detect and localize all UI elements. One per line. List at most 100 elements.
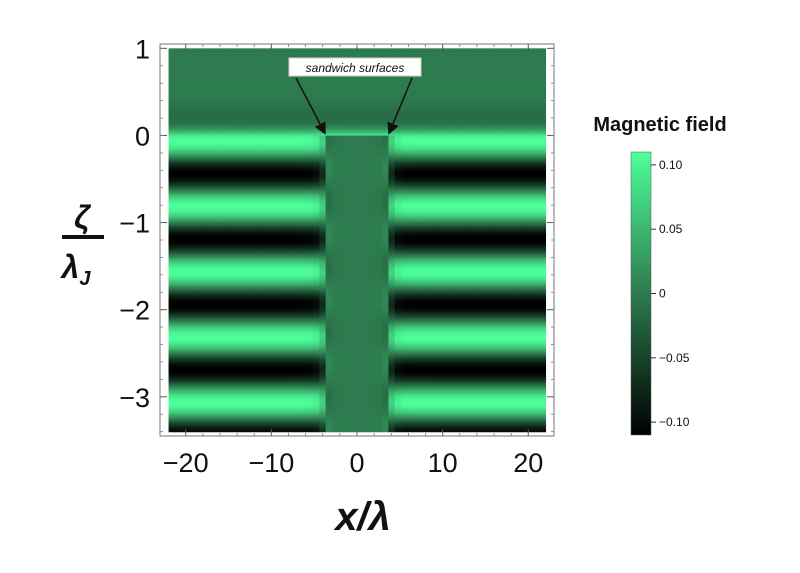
heatmap-cell (476, 97, 484, 101)
heatmap-cell (476, 76, 484, 79)
heatmap-cell (193, 69, 201, 73)
heatmap-cell (225, 148, 232, 152)
heatmap-cell (225, 193, 232, 196)
heatmap-cell (444, 161, 452, 164)
heatmap-cell (470, 107, 477, 111)
heatmap-cell (250, 61, 258, 64)
heatmap-cell (338, 82, 346, 86)
heatmap-cell (199, 144, 207, 147)
heatmap-cell (488, 191, 496, 194)
heatmap-cell (281, 199, 289, 203)
heatmap-cell (501, 214, 509, 218)
heatmap-cell (344, 95, 352, 98)
heatmap-cell (451, 125, 459, 128)
heatmap-cell (375, 125, 383, 128)
heatmap-cell (476, 199, 484, 203)
heatmap-cell (338, 90, 346, 94)
heatmap-cell (187, 88, 195, 92)
heatmap-cell (357, 182, 364, 186)
heatmap-cell (432, 146, 440, 150)
heatmap-cell (256, 135, 264, 139)
heatmap-cell (444, 203, 452, 207)
heatmap-cell (300, 114, 308, 118)
heatmap-cell (262, 218, 270, 222)
heatmap-cell (432, 56, 440, 60)
heatmap-cell (262, 82, 270, 86)
heatmap-cell (382, 156, 389, 160)
heatmap-cell (495, 218, 503, 222)
heatmap-cell (539, 107, 547, 111)
heatmap-cell (388, 86, 396, 90)
heatmap-cell (400, 82, 408, 86)
heatmap-cell (375, 144, 383, 147)
heatmap-cell (520, 176, 528, 179)
heatmap-cell (174, 135, 182, 139)
heatmap-cell (438, 144, 446, 147)
heatmap-cell (281, 156, 289, 160)
heatmap-cell (488, 93, 496, 96)
heatmap-cell (181, 73, 189, 77)
heatmap-cell (532, 116, 540, 120)
heatmap-cell (520, 148, 528, 152)
heatmap-cell (300, 216, 308, 220)
heatmap-cell (168, 142, 176, 145)
heatmap-cell (250, 133, 258, 137)
heatmap-cell (451, 167, 459, 171)
heatmap-cell (532, 99, 540, 103)
heatmap-cell (501, 90, 509, 94)
heatmap-cell (250, 180, 258, 184)
heatmap-cell (168, 146, 176, 150)
heatmap-cell (325, 90, 333, 94)
heatmap-cell (237, 180, 245, 184)
heatmap-cell (225, 93, 232, 96)
heatmap-cell (539, 82, 547, 86)
heatmap-cell (294, 90, 302, 94)
heatmap-cell (262, 214, 270, 218)
heatmap-cell (526, 90, 534, 94)
heatmap-cell (419, 137, 427, 141)
heatmap-cell (262, 122, 270, 126)
heatmap-cell (532, 52, 540, 56)
heatmap-cell (476, 101, 484, 105)
heatmap-cell (206, 218, 214, 222)
heatmap-cell (350, 90, 358, 94)
heatmap-cell (476, 48, 484, 52)
heatmap-cell (532, 88, 540, 92)
heatmap-cell (451, 222, 459, 226)
heatmap-cell (225, 76, 232, 79)
heatmap-cell (319, 80, 327, 84)
heatmap-cell (438, 161, 446, 164)
heatmap-cell (193, 212, 201, 216)
heatmap-cell (388, 137, 396, 141)
heatmap-cell (419, 171, 427, 175)
heatmap-cell (231, 139, 239, 143)
heatmap-cell (438, 120, 446, 124)
heatmap-cell (168, 63, 176, 66)
heatmap-cell (187, 191, 195, 194)
heatmap-cell (532, 161, 540, 164)
heatmap-cell (344, 169, 352, 173)
heatmap-cell (275, 48, 283, 52)
heatmap-cell (269, 90, 276, 94)
heatmap-cell (382, 118, 389, 122)
heatmap-cell (331, 101, 339, 105)
heatmap-cell (514, 114, 521, 118)
heatmap-cell (287, 95, 295, 98)
heatmap-cell (451, 114, 459, 118)
heatmap-cell (419, 142, 427, 145)
heatmap-cell (539, 154, 547, 158)
heatmap-cell (400, 76, 408, 79)
heatmap-cell (532, 159, 540, 162)
heatmap-cell (287, 178, 295, 181)
heatmap-cell (457, 139, 465, 143)
heatmap-cell (294, 176, 302, 179)
heatmap-cell (495, 184, 503, 188)
heatmap-cell (363, 171, 371, 175)
heatmap-cell (357, 152, 364, 156)
heatmap-cell (350, 154, 358, 158)
heatmap-cell (168, 188, 176, 192)
heatmap-cell (470, 59, 477, 62)
heatmap-cell (231, 61, 239, 64)
heatmap-cell (419, 144, 427, 147)
heatmap-cell (457, 133, 465, 137)
